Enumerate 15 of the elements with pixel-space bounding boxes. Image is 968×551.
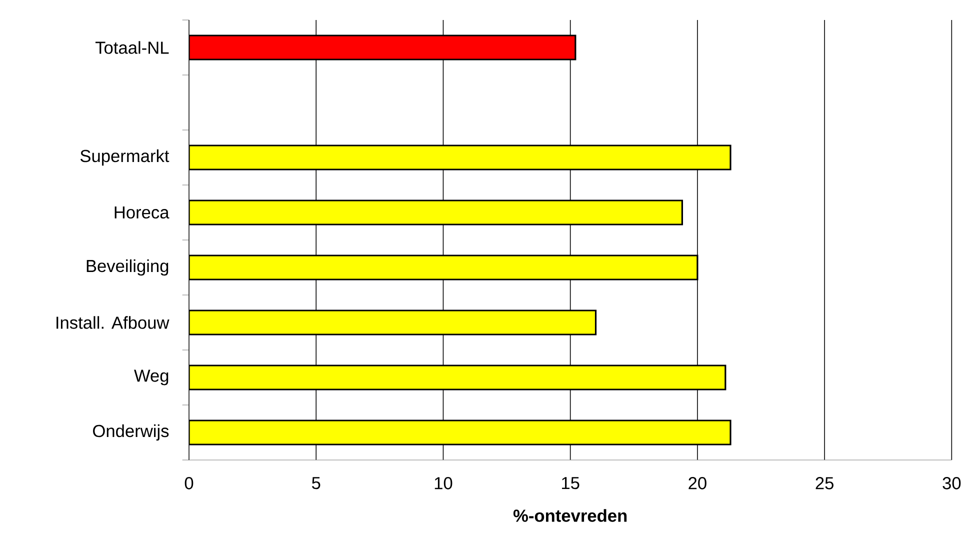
y-tick-label: Supermarkt [80, 150, 170, 166]
x-tick-label: 10 [434, 477, 452, 490]
y-tick-label: Onderwijs [93, 424, 169, 441]
y-tick-label: Install. Afbouw [56, 316, 170, 330]
y-tick-label: Horeca [114, 206, 170, 219]
x-axis-title: %-ontevreden [513, 509, 627, 522]
y-tick-label: Totaal-NL [95, 41, 169, 54]
x-tick-label: 5 [312, 477, 320, 490]
x-tick-label: 15 [562, 477, 580, 490]
x-tick-label: 20 [688, 477, 706, 490]
y-tick-label: Beveiliging [86, 260, 168, 276]
x-tick-label: 25 [816, 477, 834, 490]
x-tick-label: 0 [184, 477, 194, 490]
x-tick-label: 30 [942, 477, 961, 490]
y-tick-label: Weg [134, 370, 168, 386]
